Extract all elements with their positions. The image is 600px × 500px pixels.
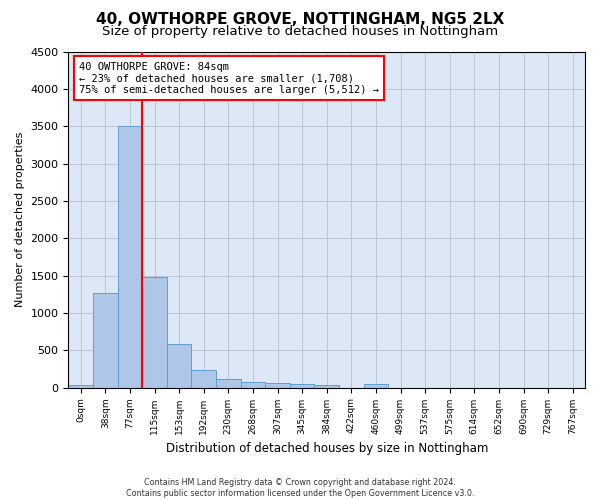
Text: Contains HM Land Registry data © Crown copyright and database right 2024.
Contai: Contains HM Land Registry data © Crown c… [126,478,474,498]
Y-axis label: Number of detached properties: Number of detached properties [15,132,25,307]
Bar [265,383,290,388]
Text: 40, OWTHORPE GROVE, NOTTINGHAM, NG5 2LX: 40, OWTHORPE GROVE, NOTTINGHAM, NG5 2LX [96,12,504,28]
Text: 40 OWTHORPE GROVE: 84sqm
← 23% of detached houses are smaller (1,708)
75% of sem: 40 OWTHORPE GROVE: 84sqm ← 23% of detach… [79,62,379,95]
Bar [93,292,118,388]
Bar [241,382,265,388]
Bar [290,384,314,388]
Text: Size of property relative to detached houses in Nottingham: Size of property relative to detached ho… [102,25,498,38]
Bar [191,370,216,388]
Bar [68,384,93,388]
Bar [216,379,241,388]
Bar [142,277,167,388]
Bar [118,126,142,388]
X-axis label: Distribution of detached houses by size in Nottingham: Distribution of detached houses by size … [166,442,488,455]
Bar [364,384,388,388]
Bar [167,344,191,388]
Bar [314,384,339,388]
